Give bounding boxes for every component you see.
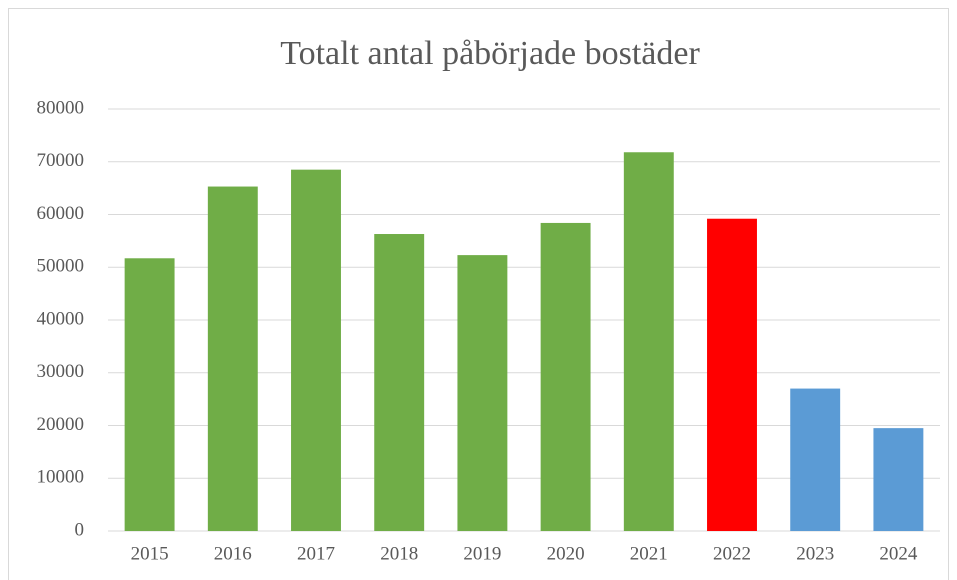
bar: [623, 152, 674, 531]
x-tick-label: 2017: [297, 543, 335, 564]
y-tick-label: 20000: [37, 414, 85, 435]
y-tick-label: 10000: [37, 467, 85, 488]
bar: [124, 258, 175, 531]
y-tick-label: 30000: [37, 361, 85, 382]
y-tick-label: 0: [75, 519, 85, 540]
bar: [873, 428, 924, 531]
x-tick-label: 2015: [131, 543, 169, 564]
bar: [540, 222, 591, 531]
x-tick-label: 2024: [879, 543, 918, 564]
bar: [374, 234, 425, 531]
bar: [707, 218, 757, 531]
x-tick-label: 2022: [713, 543, 751, 564]
y-tick-label: 80000: [37, 97, 85, 118]
chart-title: Totalt antal påbörjade bostäder: [280, 35, 700, 72]
x-tick-label: 2019: [463, 543, 501, 564]
x-tick-label: 2023: [796, 543, 834, 564]
y-tick-label: 40000: [37, 308, 85, 329]
x-tick-label: 2018: [380, 543, 418, 564]
x-tick-label: 2021: [630, 543, 668, 564]
bar: [207, 186, 258, 532]
x-tick-label: 2020: [547, 543, 585, 564]
bar: [790, 388, 841, 531]
x-tick-label: 2016: [214, 543, 252, 564]
y-tick-label: 60000: [37, 203, 85, 224]
y-tick-label: 50000: [37, 256, 85, 277]
y-tick-label: 70000: [37, 150, 85, 171]
bar: [457, 255, 508, 531]
bar: [291, 169, 341, 531]
